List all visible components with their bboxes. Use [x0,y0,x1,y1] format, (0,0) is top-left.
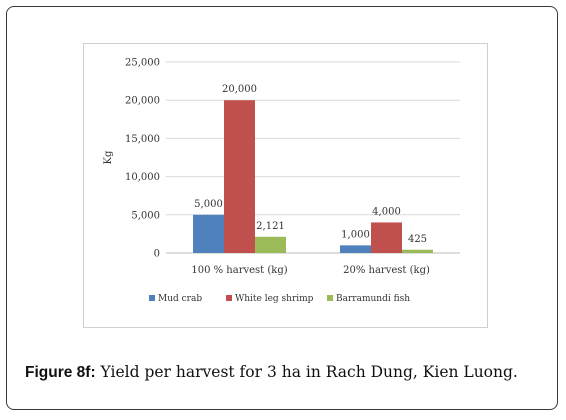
data-label: 2,121 [256,221,285,232]
data-label: 1,000 [341,229,370,240]
bar [371,222,402,253]
figure-frame: 0 5,000 10,000 15,000 20,000 25,000 Kg 5,000 20,… [6,6,558,410]
x-tick-label: 20% harvest (kg) [343,265,430,276]
bar-chart: 0 5,000 10,000 15,000 20,000 25,000 Kg 5,000 20,… [103,58,460,304]
y-tick-label: 0 [154,249,160,260]
caption-label: Figure 8f: [25,364,96,381]
legend-swatch [327,295,333,301]
y-tick-label: 15,000 [125,134,160,145]
y-tick-label: 20,000 [125,96,160,107]
caption-text: Yield per harvest for 3 ha in Rach Dung,… [95,363,518,381]
legend-label: Mud crab [158,294,202,304]
y-tick-label: 10,000 [125,172,160,183]
legend-swatch [226,295,232,301]
bar [224,100,255,253]
data-label: 5,000 [194,199,223,210]
bar [255,236,286,253]
y-axis-label: Kg [103,150,114,164]
figure-caption: Figure 8f: Yield per harvest for 3 ha in… [25,363,555,382]
y-tick-label: 5,000 [131,210,160,221]
legend-label: Barramundi fish [336,294,410,304]
bar [193,214,224,253]
legend-swatch [149,295,155,301]
data-label: 20,000 [222,84,257,95]
x-tick-label: 100 % harvest (kg) [191,265,287,276]
y-tick-label: 25,000 [125,58,160,69]
legend-label: White leg shrimp [235,294,314,304]
data-label: 425 [408,234,427,245]
data-label: 4,000 [372,206,401,217]
bar [340,245,371,253]
chart-area [83,43,488,328]
bar [402,249,433,253]
